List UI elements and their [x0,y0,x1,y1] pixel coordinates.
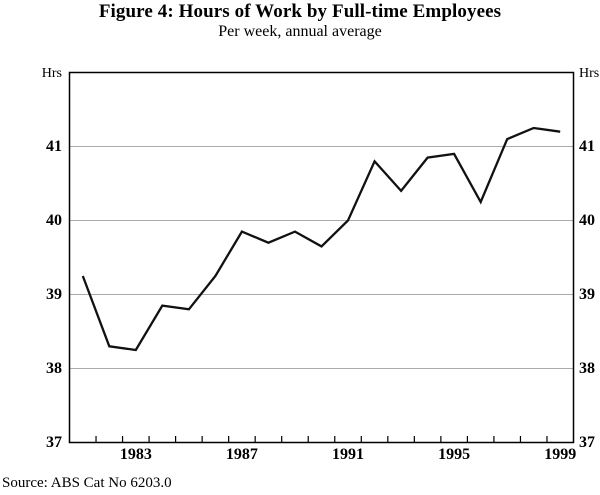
y-tick-label-right: 40 [579,211,595,229]
x-tick-label: 1991 [332,446,365,463]
y-tick-label-right: 38 [579,359,595,377]
x-tick-label: 1983 [119,446,152,463]
x-tick-label: 1995 [438,446,471,463]
y-tick-label-right: 39 [579,285,595,303]
y-axis-unit-left: Hrs [41,66,62,81]
y-axis-unit-right: Hrs [579,66,600,81]
y-tick-label-right: 37 [579,433,595,451]
plot-box [68,71,575,444]
y-tick-label-left: 39 [46,285,62,303]
y-tick-label-left: 38 [46,359,62,377]
y-tick-label-left: 40 [46,211,62,229]
y-tick-label-left: 37 [46,433,62,451]
y-tick-label-right: 41 [579,137,595,155]
source-note: Source: ABS Cat No 6203.0 [2,475,172,491]
figure-title: Figure 4: Hours of Work by Full-time Emp… [98,1,502,22]
data-line [81,126,561,352]
y-tick-label-left: 41 [46,137,62,155]
x-tick-label: 1999 [544,446,577,463]
figure-subtitle: Per week, annual average [218,23,382,40]
x-tick-label: 1987 [225,446,258,463]
